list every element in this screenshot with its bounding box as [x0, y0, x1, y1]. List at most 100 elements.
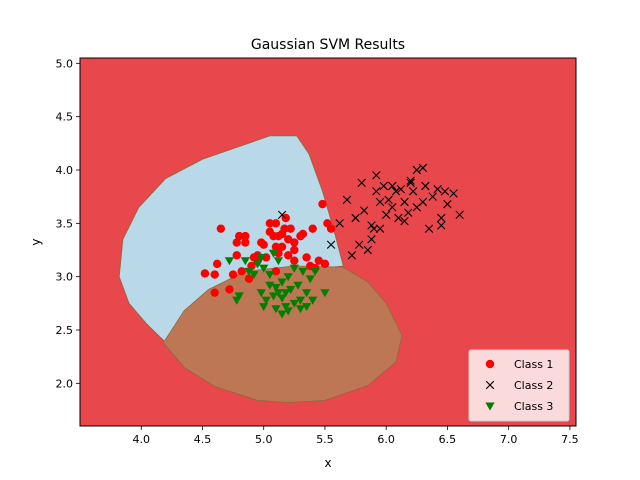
- class-1-point: [210, 270, 219, 279]
- class-3-point: [277, 278, 287, 287]
- class-1-point: [232, 251, 241, 260]
- class-2-point: [391, 187, 401, 196]
- class-3-point: [244, 267, 254, 276]
- class-3-point: [268, 292, 279, 301]
- decision-regions: [118, 135, 403, 403]
- class-3-point: [224, 257, 235, 266]
- class-2-point: [404, 208, 413, 217]
- class-3-point: [301, 303, 312, 312]
- chart-title: Gaussian SVM Results: [251, 37, 405, 53]
- class-3-point: [289, 299, 299, 308]
- class-1-point: [212, 259, 222, 269]
- class-3-point: [271, 283, 281, 292]
- class-3-point: [265, 271, 275, 280]
- class-3-point: [283, 307, 293, 316]
- series-class-1: [200, 199, 336, 297]
- series-class-2: [277, 163, 464, 260]
- class-1-point: [241, 231, 250, 241]
- class-1-point: [308, 224, 317, 233]
- class-2-point: [400, 197, 409, 207]
- class-3-point: [281, 289, 291, 298]
- y-tick-label: 4.5: [56, 111, 74, 124]
- class-1-point: [241, 238, 250, 247]
- x-tick-label: 4.5: [194, 433, 212, 446]
- x-tick-label: 6.0: [377, 433, 395, 446]
- y-tick-label: 4.0: [56, 164, 74, 177]
- class-2-point: [396, 185, 406, 194]
- class-3-point: [273, 257, 283, 266]
- class-1-point: [298, 229, 308, 239]
- class-3-point: [273, 289, 283, 298]
- class-2-point: [372, 187, 381, 196]
- class-2-point: [372, 171, 381, 180]
- class-2-point: [326, 240, 336, 249]
- class-3-point: [256, 289, 266, 298]
- y-tick-label: 5.0: [56, 57, 74, 70]
- class-1-point: [277, 242, 287, 251]
- x-tick-label: 4.0: [132, 433, 150, 446]
- class-3-point: [252, 260, 263, 269]
- y-tick-label: 3.0: [56, 271, 74, 284]
- class-2-point: [440, 187, 450, 196]
- class-3-point: [283, 273, 293, 282]
- class-2-point: [357, 178, 366, 187]
- class-2-point: [375, 197, 385, 207]
- class-3-point: [259, 264, 269, 273]
- class-1-point: [318, 199, 327, 209]
- class-3-point: [277, 310, 287, 319]
- class-2-point: [381, 210, 391, 219]
- y-axis-label: y: [29, 238, 43, 245]
- class-1-point: [290, 238, 299, 247]
- class-2-point: [428, 192, 437, 201]
- class-3-point: [295, 305, 306, 314]
- class-3-point: [293, 281, 303, 290]
- class-1-point: [259, 240, 268, 249]
- class-3-point: [295, 296, 306, 305]
- class-3-point: [281, 303, 291, 312]
- class-2-point: [369, 224, 379, 233]
- x-tick-label: 7.5: [561, 433, 579, 446]
- data-points: [200, 163, 464, 319]
- class-1-point: [244, 274, 254, 283]
- class-1-point: [210, 288, 219, 297]
- class-1-point: [232, 238, 241, 247]
- class-3-point: [268, 249, 279, 258]
- legend: Class 1 Class 2 Class 3: [468, 349, 570, 422]
- class-1-point: [320, 259, 330, 269]
- class-2-point: [437, 221, 446, 230]
- y-tick-label: 2.5: [56, 324, 74, 337]
- class-1-point: [225, 285, 234, 294]
- class-2-point: [455, 210, 464, 219]
- x-tick-label: 5.0: [255, 433, 273, 446]
- class-1-point: [216, 224, 226, 233]
- x-tick-label: 6.5: [439, 433, 457, 446]
- class-1-point: [271, 242, 281, 251]
- legend-entries: Class 1 Class 2 Class 3: [485, 358, 553, 413]
- class-2-point: [418, 197, 428, 207]
- class-2-point: [400, 217, 409, 226]
- class-1-point: [228, 270, 238, 279]
- y-tick-label: 2.0: [56, 377, 74, 390]
- x-axis: 4.0 4.5 5.0 5.5 6.0 6.5 7.0 7.5: [132, 426, 579, 446]
- class-1-point: [290, 245, 299, 255]
- class-3-point: [234, 292, 244, 301]
- class-1-point: [200, 269, 210, 278]
- class-3-point: [298, 267, 308, 276]
- class-2-point: [384, 195, 393, 205]
- x-tick-label: 7.0: [500, 433, 518, 446]
- legend-label-class-3: Class 3: [514, 400, 553, 413]
- class-2-point: [412, 165, 421, 175]
- y-tick-label: 3.5: [56, 217, 74, 230]
- class-3-point: [320, 289, 330, 298]
- class-2-point: [408, 187, 418, 196]
- legend-marker-class-2: [485, 380, 495, 390]
- class-2-point: [437, 213, 446, 223]
- x-tick-label: 5.5: [316, 433, 334, 446]
- class-3-point: [240, 257, 250, 266]
- class-3-point: [301, 289, 312, 298]
- class-1-point: [271, 219, 281, 228]
- class-2-point: [355, 240, 364, 249]
- class-1-point: [286, 224, 295, 233]
- class-3-point: [277, 294, 287, 303]
